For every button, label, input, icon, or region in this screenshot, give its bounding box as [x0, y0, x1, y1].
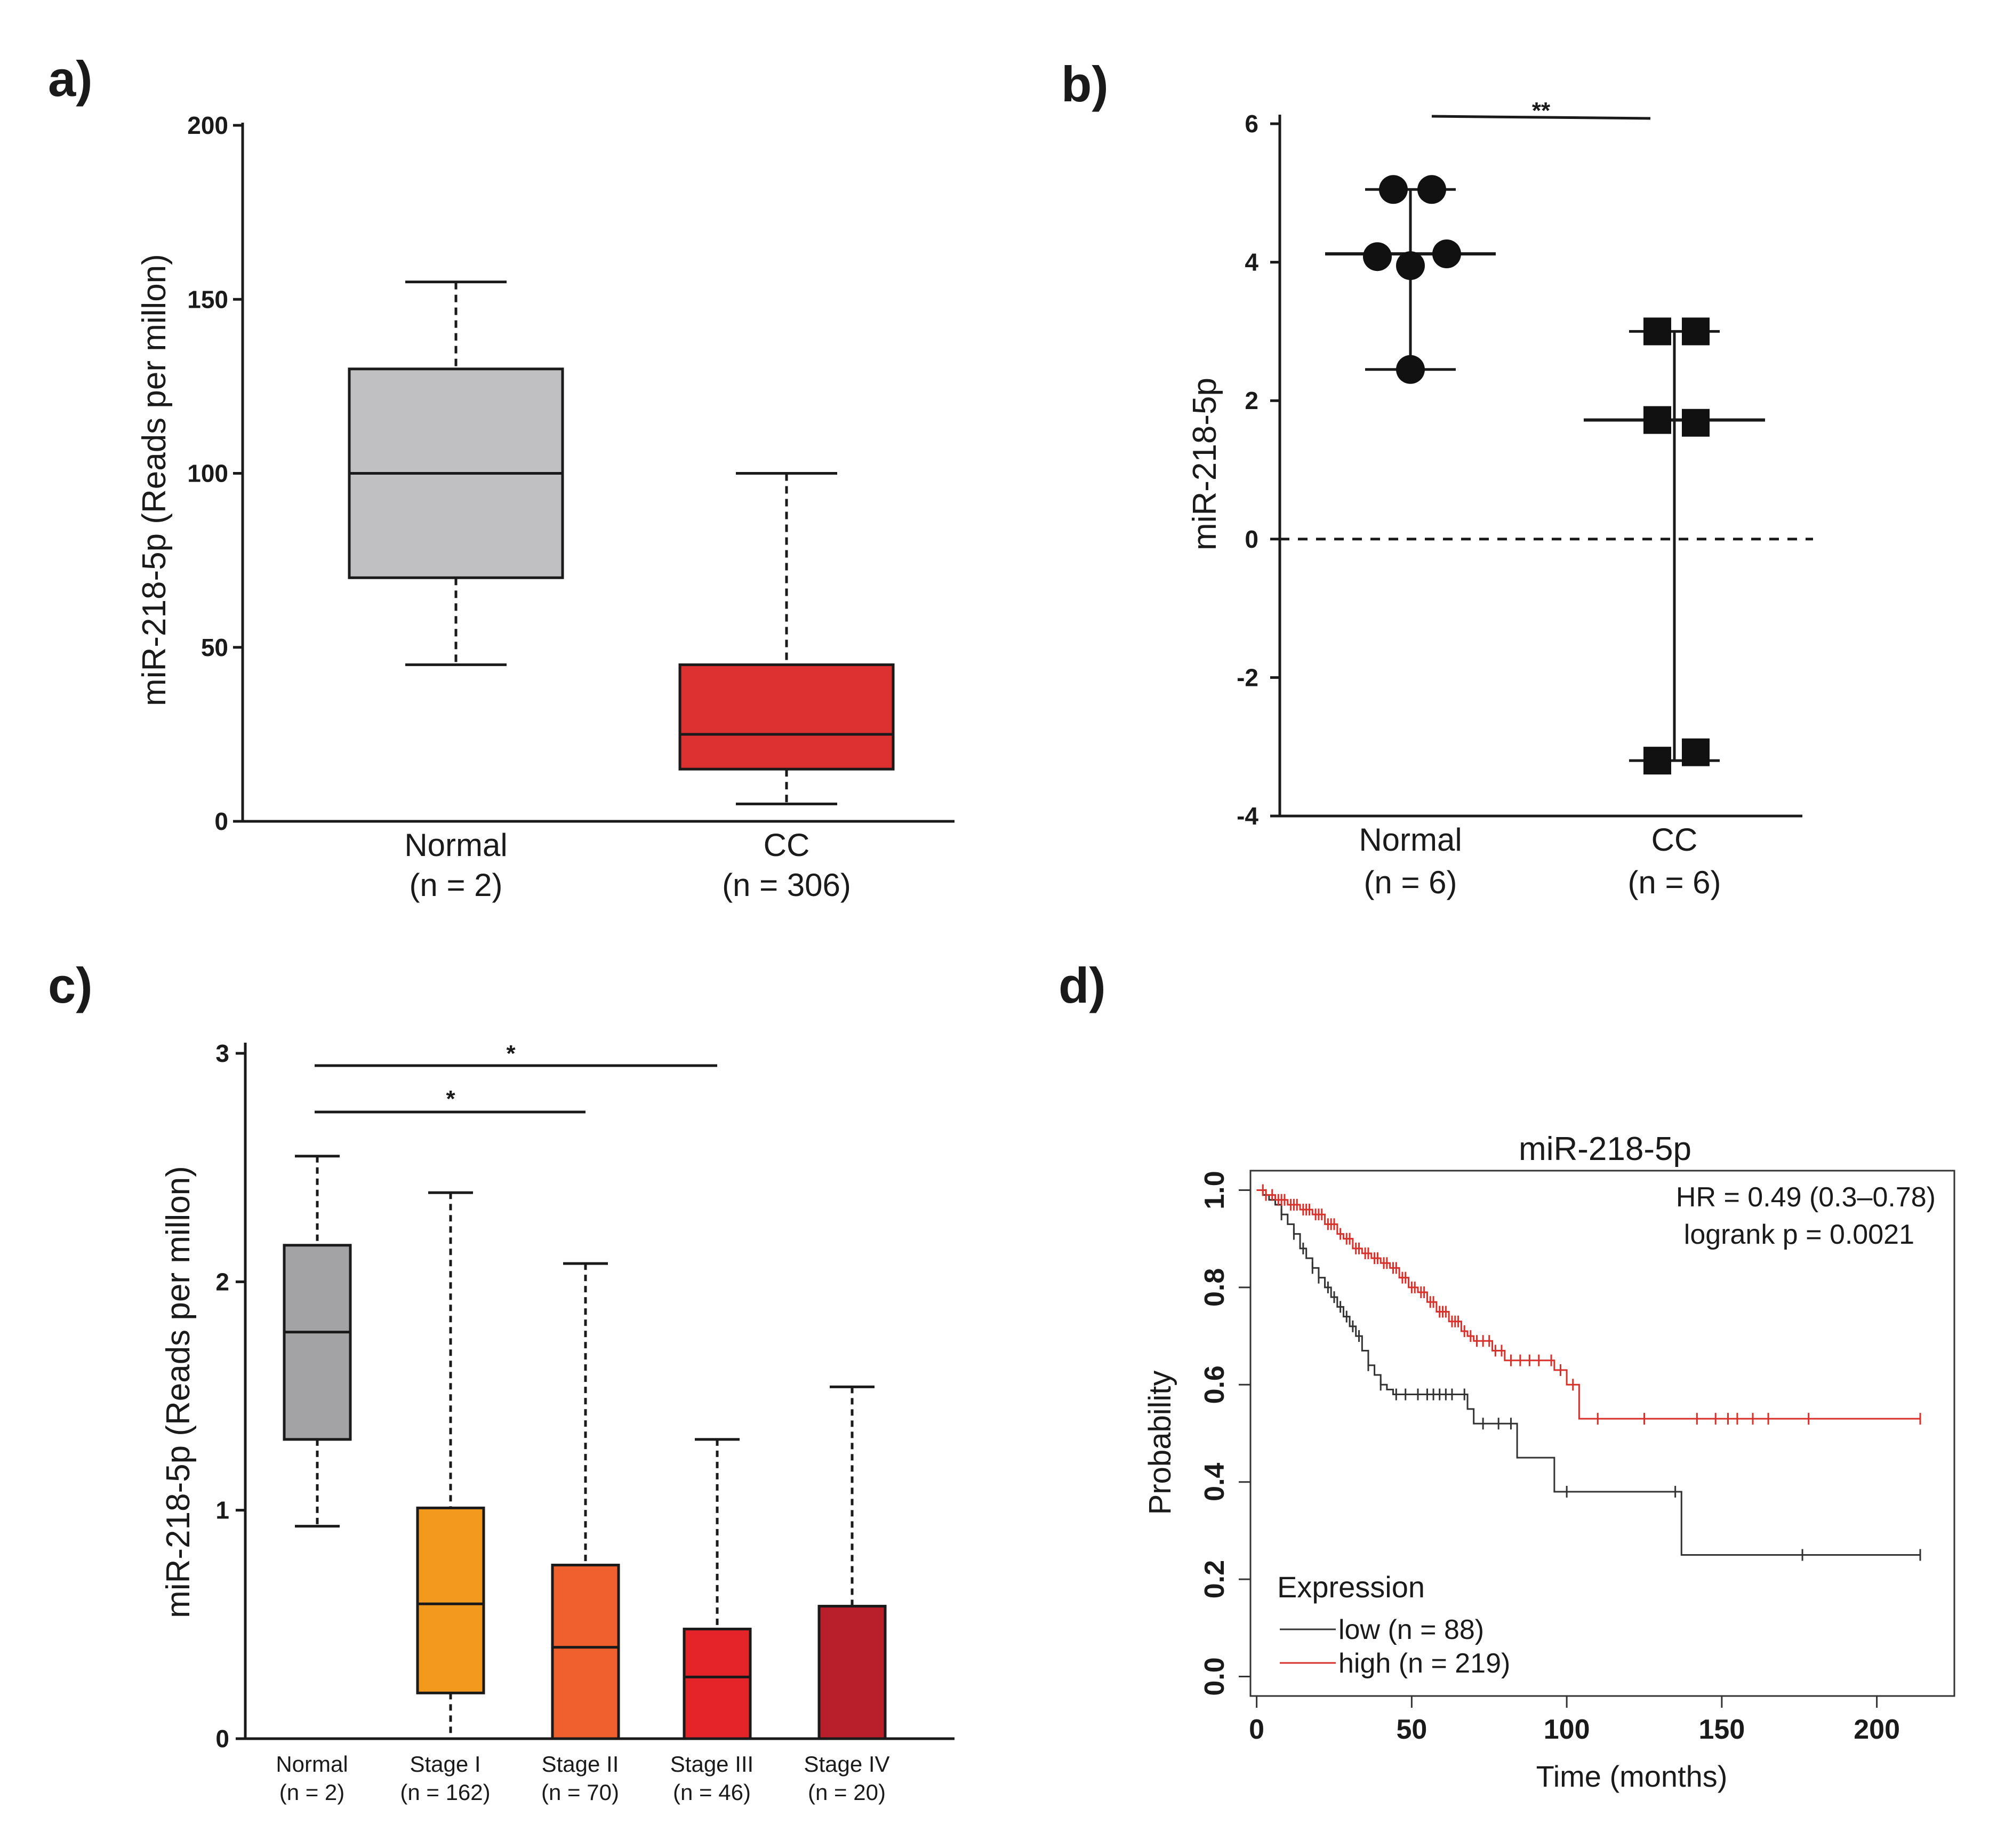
data-point-normal: [1363, 242, 1392, 271]
survival-curves: [1256, 1184, 1921, 1561]
y-tick-label: 2: [215, 1268, 229, 1295]
panel-label-a: a): [48, 51, 93, 107]
y-tick-label: 0.0: [1199, 1657, 1230, 1695]
y-tick-label: 1.0: [1199, 1171, 1230, 1209]
panel-b: b) -4 -2 0 2 4 6 miR-218-5p ** Normal (n = 6)…: [1061, 56, 1813, 900]
boxes: [283, 1155, 887, 1740]
data-point-cc: [1643, 747, 1671, 775]
data-point-normal: [1379, 175, 1408, 204]
y-axis-title: miR-218-5p (Reads per millon): [136, 254, 173, 706]
plot-frame: [1249, 1170, 1955, 1697]
category-n-cc: (n = 6): [1627, 865, 1721, 900]
y-tick-label: 6: [1245, 110, 1258, 138]
box-stage-iv: [817, 1605, 887, 1740]
y-axis-title: Probability: [1143, 1371, 1177, 1515]
panel-a: a) 0 50 100 150 200 miR-218-5p (Reads per mi…: [48, 51, 955, 903]
y-tick-label: 0.6: [1199, 1365, 1230, 1404]
legend-label-low: low (n = 88): [1338, 1614, 1484, 1645]
points: [1325, 175, 1765, 775]
data-point-cc: [1682, 738, 1710, 766]
box-stage-i: [416, 1506, 485, 1694]
y-ticks: 0 1 2 3: [215, 1039, 245, 1753]
y-ticks: 0 50 100 150 200: [187, 111, 243, 835]
category-label-cc: CC: [1651, 822, 1698, 858]
panel-label-b: b): [1061, 56, 1109, 112]
x-tick-label: 150: [1698, 1714, 1745, 1745]
category-n-stage-iii: (n = 46): [673, 1780, 751, 1805]
category-labels: Normal (n = 2) Stage I (n = 162) Stage II (n …: [276, 1751, 889, 1805]
axis-ticks: 0 50 100 150 200 0.0 0.2 0.4 0.6 0.8 1.0: [1199, 1171, 1900, 1745]
panel-d: d) miR-218-5p 0 50 100 150 200 0.0 0.2 0.4 0.6 0.…: [1058, 957, 1955, 1793]
y-tick-label: 0.4: [1199, 1462, 1230, 1501]
boxes: [348, 281, 895, 805]
y-tick-label: 1: [215, 1497, 229, 1524]
y-tick-label: 100: [187, 460, 228, 487]
legend-title: Expression: [1277, 1570, 1425, 1604]
data-point-cc: [1682, 409, 1710, 437]
y-tick-label: 150: [187, 285, 228, 313]
box-normal: [283, 1244, 352, 1441]
data-point-normal: [1396, 251, 1425, 281]
significance-label-2: *: [446, 1086, 455, 1112]
category-label-stage-i: Stage I: [410, 1751, 480, 1777]
category-label-stage-ii: Stage II: [542, 1751, 619, 1777]
survival-curve-high: [1256, 1189, 1921, 1420]
category-n-normal: (n = 6): [1364, 865, 1457, 900]
y-tick-label: -2: [1237, 663, 1258, 691]
y-tick-label: 0: [214, 807, 228, 835]
category-label-normal: Normal: [404, 827, 507, 863]
y-tick-label: 50: [201, 634, 228, 661]
y-tick-label: 3: [215, 1039, 229, 1067]
y-tick-label: 0: [215, 1725, 229, 1753]
y-tick-label: 0.8: [1199, 1268, 1230, 1307]
y-tick-label: 4: [1245, 249, 1258, 276]
y-tick-label: 200: [187, 111, 228, 139]
data-point-normal: [1417, 175, 1446, 204]
x-axis-title: Time (months): [1536, 1759, 1728, 1793]
category-label-stage-iii: Stage III: [670, 1751, 753, 1777]
category-label-stage-iv: Stage IV: [804, 1751, 889, 1777]
significance-label: **: [1532, 98, 1551, 124]
panel-label-d: d): [1058, 957, 1106, 1013]
category-label-cc: CC: [764, 827, 810, 863]
hr-annotation: HR = 0.49 (0.3–0.78): [1676, 1182, 1936, 1213]
data-point-normal: [1432, 239, 1461, 269]
chart-title: miR-218-5p: [1519, 1131, 1691, 1167]
data-point-normal: [1396, 355, 1425, 384]
y-axis-title: miR-218-5p: [1186, 378, 1223, 550]
data-point-cc: [1643, 406, 1671, 434]
data-point-cc: [1682, 317, 1710, 346]
category-n-stage-i: (n = 162): [400, 1780, 490, 1805]
logrank-annotation: logrank p = 0.0021: [1684, 1219, 1914, 1250]
box-cc: [678, 663, 895, 771]
survival-curve-low: [1256, 1189, 1921, 1556]
category-n-normal: (n = 2): [279, 1780, 345, 1805]
significance-bar: [1431, 115, 1651, 120]
y-tick-label: -4: [1237, 802, 1258, 830]
category-n-stage-ii: (n = 70): [541, 1780, 619, 1805]
x-tick-label: 200: [1854, 1714, 1900, 1745]
category-n-stage-iv: (n = 20): [808, 1780, 886, 1805]
box-stage-ii: [551, 1563, 620, 1740]
data-point-cc: [1643, 317, 1671, 346]
y-tick-label: 0: [1245, 525, 1258, 553]
significance-label-1: *: [506, 1041, 516, 1067]
box-stage-iii: [683, 1627, 752, 1740]
category-n-normal: (n = 2): [409, 867, 502, 903]
y-tick-label: 0.2: [1199, 1560, 1230, 1598]
x-tick-label: 0: [1249, 1714, 1264, 1745]
y-tick-label: 2: [1245, 387, 1258, 414]
legend-label-high: high (n = 219): [1338, 1648, 1510, 1679]
y-axis-title: miR-218-5p (Reads per millon): [160, 1166, 197, 1618]
panel-label-c: c): [48, 957, 93, 1013]
category-label-normal: Normal: [276, 1751, 348, 1777]
x-tick-label: 50: [1396, 1714, 1427, 1745]
category-label-normal: Normal: [1359, 822, 1462, 858]
y-ticks: -4 -2 0 2 4 6: [1237, 110, 1280, 830]
category-n-cc: (n = 306): [722, 867, 851, 903]
x-tick-label: 100: [1544, 1714, 1590, 1745]
